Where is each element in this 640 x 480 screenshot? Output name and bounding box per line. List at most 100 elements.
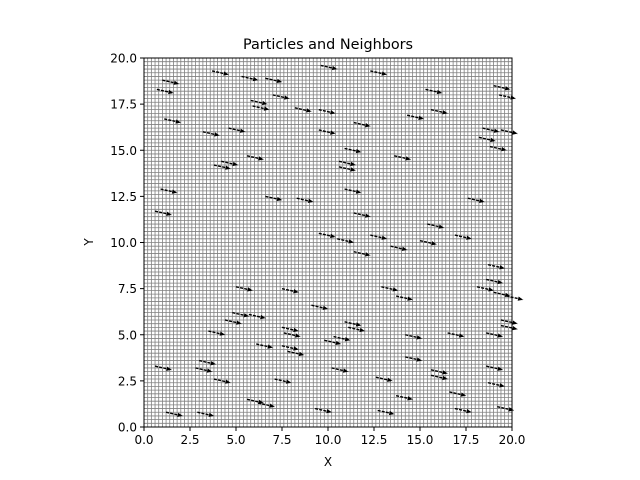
particle-marker [454,234,472,240]
particle-marker [202,131,220,137]
particle-marker [430,369,448,375]
particle-marker [228,127,246,133]
x-tick-label: 7.5 [272,433,291,447]
particle-marker [506,295,524,301]
x-tick-label: 5.0 [226,433,245,447]
particle-marker [419,239,437,246]
particle-marker [487,263,505,270]
particle-marker [344,188,362,194]
particle-marker [164,118,181,124]
particle-marker [454,407,472,414]
particle-marker [375,376,393,382]
particle-marker [430,108,448,115]
particle-marker [482,127,500,133]
particle-marker [213,378,231,384]
particle-marker [447,332,465,338]
particle-marker [337,238,354,244]
particle-marker [493,84,511,91]
particle-marker [265,77,283,84]
x-axis: 0.0 2.5 5.0 7.5 10.0 12.5 15.0 17.5 20.0 [134,427,525,447]
particle-marker [427,223,445,229]
particle-marker [252,105,270,111]
particle-marker [221,160,238,167]
y-tick-label: 7.5 [118,282,137,296]
particle-marker [476,286,494,292]
particle-marker [377,409,395,416]
y-tick-label: 5.0 [118,328,137,342]
particle-marker [405,334,422,340]
y-tick-label: 12.5 [110,190,137,204]
x-tick-label: 17.5 [453,433,480,447]
particle-marker [394,155,411,161]
particle-marker [478,136,496,143]
particle-marker [241,75,259,82]
particle-marker [406,114,424,120]
particle-marker [281,287,299,294]
particle-marker [395,295,413,301]
particle-marker [311,304,329,310]
particle-marker [257,402,275,408]
particle-marker [283,332,301,338]
particle-marker [324,339,342,346]
particle-marker [232,311,250,318]
particle-marker [160,188,178,194]
x-tick-label: 0.0 [134,433,153,447]
particle-marker [390,245,408,251]
particle-marker [272,94,290,100]
x-tick-label: 2.5 [180,433,199,447]
y-axis-label: Y [82,238,96,247]
particle-marker [370,234,388,240]
particles-layer [154,64,524,417]
x-tick-label: 15.0 [407,433,434,447]
particle-marker [281,345,299,351]
grid [143,57,513,428]
particle-marker [353,121,371,128]
particle-marker [338,160,356,167]
particle-marker [265,195,283,202]
particle-marker [154,365,172,371]
particle-marker [344,147,362,154]
particle-marker [318,108,336,115]
particle-marker [318,232,336,239]
particle-marker [224,319,242,325]
particle-marker [405,356,422,362]
y-tick-label: 20.0 [110,52,137,66]
particle-marker [430,374,448,381]
particle-marker [348,326,365,333]
particle-marker [486,332,503,338]
particle-marker [318,129,336,135]
particle-marker [370,70,388,76]
particle-marker [320,64,338,71]
grid-lines [143,57,513,428]
particle-marker [162,79,180,85]
particle-marker [449,391,467,397]
particle-marker [500,324,518,331]
particle-marker [294,107,312,113]
particle-marker [489,145,507,152]
y-tick-label: 10.0 [110,236,137,250]
particle-marker [314,407,332,414]
y-tick-label: 2.5 [118,374,137,388]
y-axis: 0.0 2.5 5.0 7.5 10.0 12.5 15.0 17.5 20.0 [110,52,144,435]
particle-marker [333,335,351,342]
particle-marker [154,210,172,216]
particle-marker [500,319,518,325]
particle-marker [467,197,485,203]
particle-marker [486,278,503,285]
particle-marker [208,330,226,336]
particle-marker [199,359,216,366]
particle-marker [156,88,174,95]
x-tick-label: 20.0 [499,433,526,447]
particle-marker [381,286,399,292]
y-tick-label: 17.5 [110,98,137,112]
x-axis-label: X [324,455,332,469]
particle-marker [344,321,362,327]
y-tick-label: 0.0 [118,421,137,435]
particle-marker [395,394,413,401]
particle-marker [486,365,503,371]
particle-marker [213,164,231,170]
particle-marker [256,343,273,349]
x-tick-label: 10.0 [315,433,342,447]
